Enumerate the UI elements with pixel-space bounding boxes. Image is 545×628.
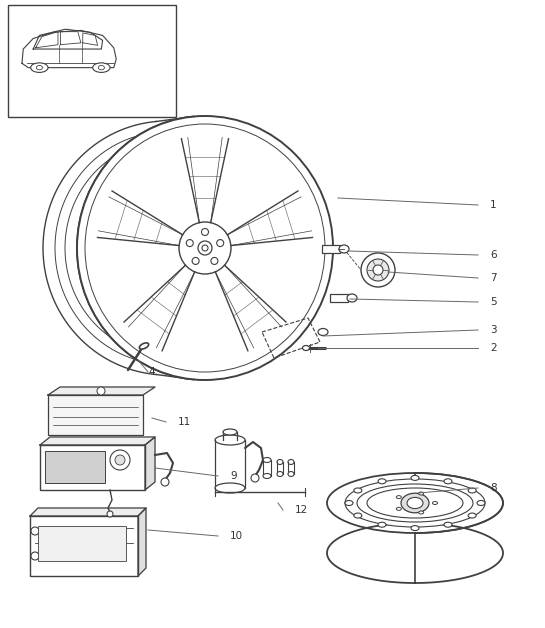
Ellipse shape [263, 474, 271, 479]
Text: 8: 8 [490, 483, 496, 493]
Text: 6: 6 [490, 250, 496, 260]
Ellipse shape [288, 472, 294, 477]
Ellipse shape [468, 513, 476, 518]
Text: 7: 7 [490, 273, 496, 283]
FancyBboxPatch shape [38, 526, 126, 561]
Ellipse shape [354, 488, 362, 493]
Circle shape [367, 259, 389, 281]
Text: 1: 1 [490, 200, 496, 210]
Ellipse shape [263, 458, 271, 462]
FancyBboxPatch shape [45, 451, 105, 483]
Polygon shape [145, 437, 155, 490]
Ellipse shape [215, 483, 245, 493]
Circle shape [361, 253, 395, 287]
Ellipse shape [468, 488, 476, 493]
Ellipse shape [401, 493, 429, 513]
Circle shape [161, 478, 169, 486]
Ellipse shape [419, 492, 423, 495]
Ellipse shape [85, 124, 325, 372]
Ellipse shape [339, 245, 349, 253]
Ellipse shape [396, 507, 401, 511]
Text: 3: 3 [490, 325, 496, 335]
Ellipse shape [354, 513, 362, 518]
Circle shape [202, 229, 209, 236]
Circle shape [373, 265, 383, 275]
Ellipse shape [378, 479, 386, 484]
Text: 10: 10 [230, 531, 243, 541]
Ellipse shape [223, 429, 237, 435]
Circle shape [110, 450, 130, 470]
FancyBboxPatch shape [330, 294, 348, 302]
Ellipse shape [433, 502, 438, 504]
Circle shape [186, 239, 193, 247]
Text: 9: 9 [230, 471, 237, 481]
Text: 12: 12 [295, 505, 308, 515]
Ellipse shape [98, 65, 105, 70]
Ellipse shape [411, 475, 419, 480]
Text: 2: 2 [490, 343, 496, 353]
Circle shape [211, 257, 218, 264]
Ellipse shape [419, 511, 423, 514]
Circle shape [251, 474, 259, 482]
Text: 11: 11 [178, 417, 191, 427]
Ellipse shape [407, 497, 423, 509]
Circle shape [179, 222, 231, 274]
Polygon shape [30, 508, 146, 516]
Circle shape [202, 245, 208, 251]
Ellipse shape [357, 484, 473, 522]
Ellipse shape [345, 501, 353, 506]
Ellipse shape [77, 116, 333, 380]
Circle shape [198, 241, 212, 255]
Circle shape [97, 387, 105, 395]
Polygon shape [138, 508, 146, 576]
Ellipse shape [345, 479, 485, 527]
Circle shape [31, 552, 39, 560]
Ellipse shape [288, 460, 294, 465]
Polygon shape [40, 437, 155, 445]
Ellipse shape [37, 65, 43, 70]
Ellipse shape [318, 328, 328, 335]
Ellipse shape [444, 479, 452, 484]
Ellipse shape [347, 294, 357, 302]
FancyBboxPatch shape [30, 516, 138, 576]
Circle shape [192, 257, 199, 264]
Text: 4: 4 [148, 367, 155, 377]
Ellipse shape [215, 435, 245, 445]
Ellipse shape [93, 63, 110, 72]
Ellipse shape [396, 495, 401, 499]
Circle shape [31, 527, 39, 535]
FancyBboxPatch shape [322, 245, 340, 253]
Polygon shape [48, 387, 155, 395]
Circle shape [217, 239, 223, 247]
FancyBboxPatch shape [48, 395, 143, 435]
Circle shape [115, 455, 125, 465]
Ellipse shape [378, 522, 386, 528]
Ellipse shape [444, 522, 452, 528]
Ellipse shape [277, 460, 283, 465]
Ellipse shape [367, 488, 463, 518]
Ellipse shape [31, 63, 48, 72]
Ellipse shape [327, 473, 503, 533]
FancyBboxPatch shape [40, 445, 145, 490]
Bar [8, 5, 176, 117]
Text: 5: 5 [490, 297, 496, 307]
Ellipse shape [411, 526, 419, 531]
Circle shape [107, 511, 113, 517]
Ellipse shape [302, 345, 310, 350]
Ellipse shape [140, 343, 149, 349]
Ellipse shape [477, 501, 485, 506]
Ellipse shape [277, 472, 283, 477]
